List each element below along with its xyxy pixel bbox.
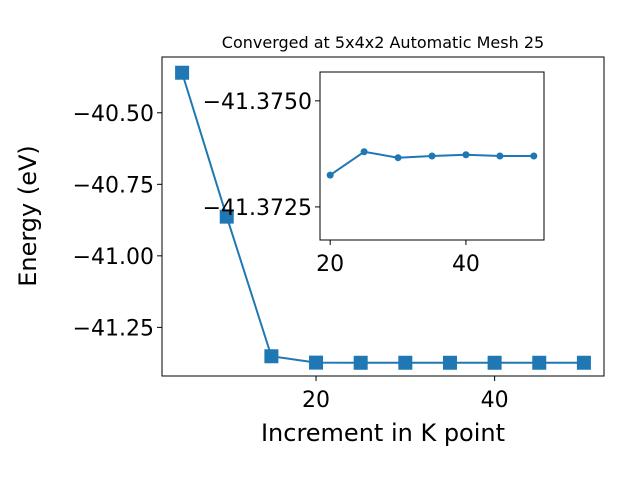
marker bbox=[530, 152, 538, 160]
y-axis-label: Energy (eV) bbox=[14, 145, 42, 287]
marker bbox=[175, 65, 190, 80]
chart-title: Converged at 5x4x2 Automatic Mesh 25 bbox=[222, 33, 544, 52]
marker bbox=[462, 151, 470, 159]
marker bbox=[264, 349, 279, 364]
marker bbox=[219, 209, 234, 224]
marker bbox=[487, 355, 502, 370]
x-tick-label: 20 bbox=[302, 388, 330, 413]
y-tick-label: −40.50 bbox=[73, 102, 154, 127]
x-tick-label: 40 bbox=[481, 388, 509, 413]
marker bbox=[442, 355, 457, 370]
marker bbox=[394, 154, 402, 162]
x-axis-label: Increment in K point bbox=[261, 419, 505, 447]
marker bbox=[360, 148, 368, 156]
y-tick-label: −41.3750 bbox=[203, 90, 312, 115]
y-tick-label: −41.00 bbox=[73, 245, 154, 270]
marker bbox=[428, 152, 436, 160]
marker bbox=[353, 355, 368, 370]
x-tick-label: 20 bbox=[316, 252, 344, 277]
marker bbox=[326, 171, 334, 179]
y-tick-label: −41.25 bbox=[73, 316, 154, 341]
y-tick-label: −41.3725 bbox=[203, 196, 312, 221]
marker bbox=[309, 355, 324, 370]
y-tick-label: −40.75 bbox=[73, 173, 154, 198]
marker bbox=[576, 355, 591, 370]
x-tick-label: 40 bbox=[452, 252, 480, 277]
marker bbox=[398, 355, 413, 370]
marker bbox=[532, 355, 547, 370]
series-line bbox=[181, 72, 584, 364]
marker bbox=[496, 152, 504, 160]
